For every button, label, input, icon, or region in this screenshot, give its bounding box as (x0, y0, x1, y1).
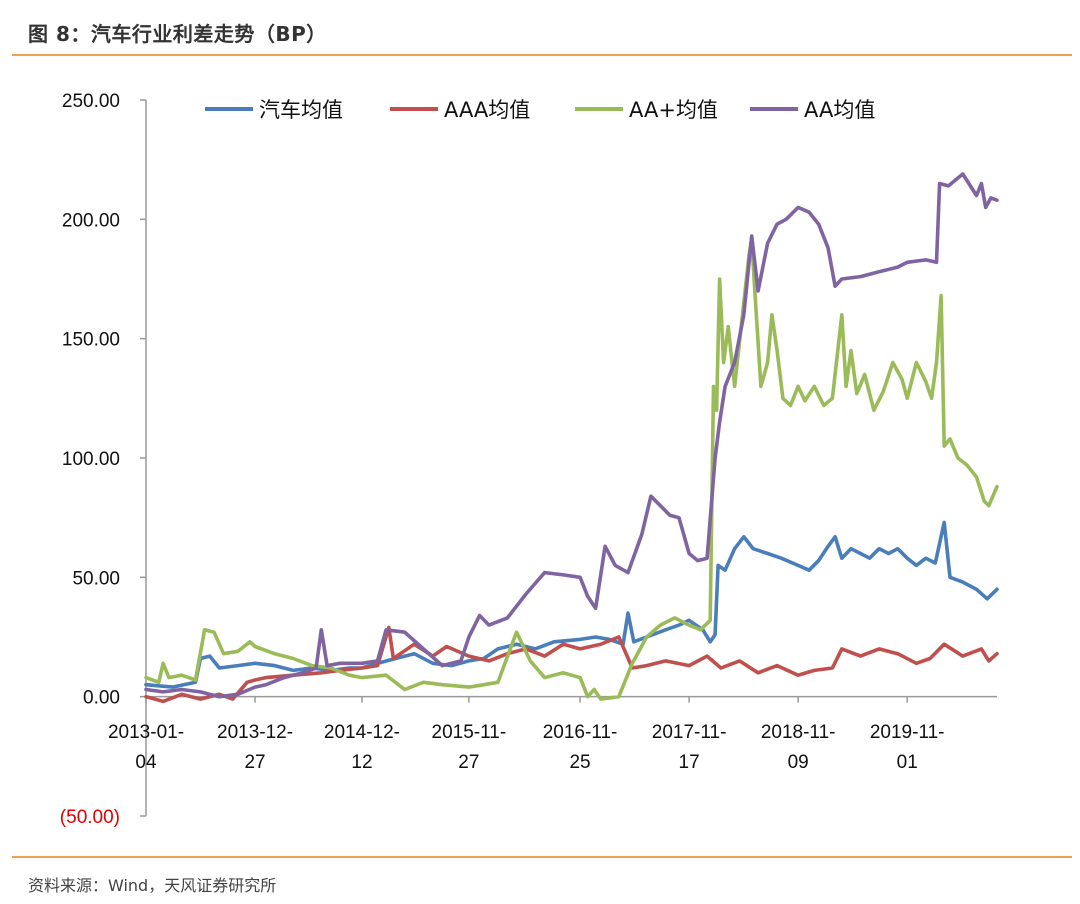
x-tick-label: 2013-01- (108, 722, 184, 743)
legend-label: AAA均值 (444, 98, 530, 122)
y-tick-label: 100.00 (62, 449, 120, 470)
legend: 汽车均值 AAA均值 AA+均值 AA均值 (205, 98, 875, 122)
x-tick-label: 2013-12- (217, 722, 293, 743)
x-tick-label: 2016-11- (543, 722, 618, 743)
top-divider (12, 54, 1072, 56)
source-note: 资料来源：Wind，天风证券研究所 (28, 876, 277, 895)
y-tick-label: 150.00 (62, 330, 120, 351)
legend-label: 汽车均值 (259, 98, 343, 122)
x-tick-label: 17 (679, 752, 700, 773)
y-tick-label: 250.00 (62, 91, 120, 112)
series-line-2 (144, 625, 999, 704)
legend-label: AA均值 (804, 98, 875, 122)
x-tick-label: 2018-11- (761, 722, 836, 743)
x-tick-label: 2014-12- (324, 722, 400, 743)
x-tick-label: 27 (458, 752, 479, 773)
x-tick-label: 2019-11- (870, 722, 945, 743)
series-layer (144, 172, 999, 704)
legend-label: AA+均值 (629, 98, 718, 122)
y-axis: 250.00 200.00 150.00 100.00 50.00 0.00 (50.00) (60, 91, 147, 828)
x-tick-label: 27 (244, 752, 265, 773)
x-tick-label: 2017-11- (652, 722, 727, 743)
y-tick-label: (50.00) (60, 807, 120, 828)
x-tick-label: 09 (788, 752, 809, 773)
bottom-divider (12, 856, 1072, 858)
series-line-3 (144, 236, 999, 701)
series-line-4 (144, 172, 999, 699)
x-tick-label: 04 (135, 752, 157, 773)
y-tick-label: 0.00 (83, 688, 120, 709)
x-tick-label: 12 (351, 752, 372, 773)
x-tick-label: 2015-11- (432, 722, 507, 743)
x-tick-label: 01 (897, 752, 918, 773)
series-line-1 (144, 520, 999, 689)
x-axis: 2013-01- 04 2013-12- 27 2014-12- 12 2015-11- 27… (108, 695, 997, 773)
y-tick-label: 200.00 (62, 210, 120, 231)
figure-title: 图 8：汽车行业利差走势（BP） (28, 22, 327, 46)
y-tick-label: 50.00 (72, 568, 120, 589)
x-tick-label: 25 (569, 752, 590, 773)
